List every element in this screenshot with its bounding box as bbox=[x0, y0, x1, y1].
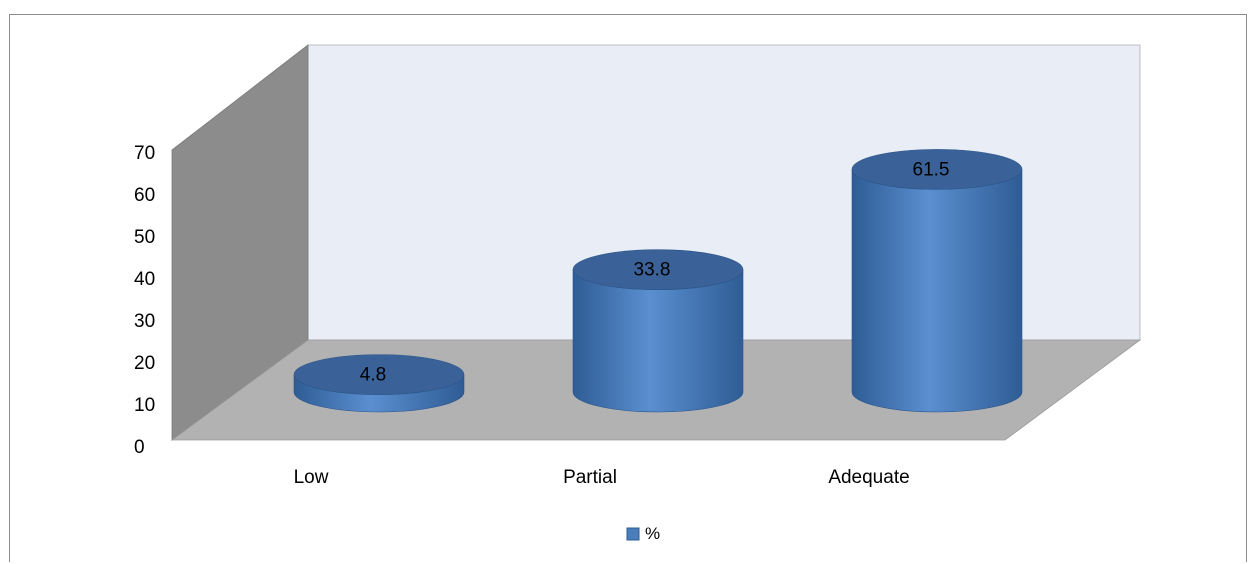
x-tick-label: Low bbox=[294, 467, 329, 488]
x-tick-label: Adequate bbox=[828, 467, 909, 488]
data-label: 33.8 bbox=[634, 260, 671, 281]
y-axis: 0 10 20 30 40 50 60 70 bbox=[134, 143, 155, 458]
bar-body bbox=[572, 269, 744, 413]
bar-top bbox=[851, 149, 1023, 190]
x-axis: Low Partial Adequate bbox=[294, 467, 910, 488]
y-tick-label: 40 bbox=[134, 269, 155, 290]
bar-adequate: 61.5 bbox=[851, 149, 1023, 413]
bar-partial: 33.8 bbox=[572, 249, 744, 413]
y-tick-label: 70 bbox=[134, 143, 155, 164]
legend-swatch bbox=[626, 527, 640, 541]
y-tick-label: 50 bbox=[134, 227, 155, 248]
bar-body bbox=[851, 169, 1023, 413]
bar-low: 4.8 bbox=[293, 354, 465, 413]
y-tick-label: 10 bbox=[134, 395, 155, 416]
bar-top bbox=[572, 249, 744, 290]
y-tick-label: 30 bbox=[134, 311, 155, 332]
data-label: 61.5 bbox=[913, 159, 950, 180]
chart-frame bbox=[9, 14, 1247, 562]
y-tick-label: 0 bbox=[134, 437, 145, 458]
y-tick-label: 60 bbox=[134, 185, 155, 206]
x-tick-label: Partial bbox=[563, 467, 617, 488]
bars: 4.8 33.8 61.5 bbox=[293, 149, 1023, 413]
bar-top bbox=[293, 354, 465, 395]
data-label: 4.8 bbox=[360, 365, 386, 386]
legend: % bbox=[626, 524, 660, 543]
legend-label: % bbox=[645, 524, 660, 543]
y-tick-label: 20 bbox=[134, 353, 155, 374]
